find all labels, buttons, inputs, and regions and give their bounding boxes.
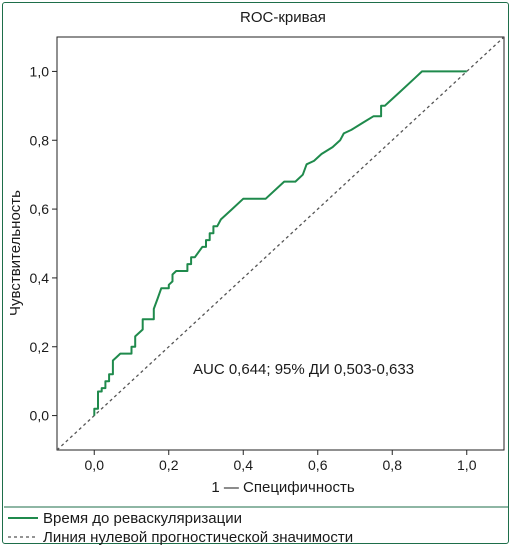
x-tick-label: 0,0	[85, 457, 105, 473]
y-tick-label: 0,2	[30, 339, 50, 355]
x-tick-label: 0,2	[159, 457, 179, 473]
y-tick-label: 0,8	[30, 132, 50, 148]
x-axis-label: 1 — Специфичность	[211, 479, 354, 496]
x-tick-label: 1,0	[457, 457, 477, 473]
legend-label: Линия нулевой прогностической значимости	[43, 529, 353, 546]
roc-curve-line	[93, 70, 467, 416]
y-tick-label: 0,6	[30, 201, 50, 217]
legend-label: Время до реваскуляризации	[43, 510, 242, 527]
x-tick-label: 0,6	[308, 457, 328, 473]
reference-diagonal-line	[57, 37, 504, 450]
plot-area-frame	[56, 36, 505, 451]
x-tick-label: 0,4	[234, 457, 254, 473]
y-axis-label: Чувствительность	[7, 190, 24, 316]
auc-annotation: AUC 0,644; 95% ДИ 0,503-0,633	[193, 361, 414, 378]
y-tick-label: 0,0	[30, 408, 50, 424]
y-tick-label: 1,0	[30, 63, 50, 79]
y-tick-label: 0,4	[30, 270, 50, 286]
x-tick-label: 0,8	[383, 457, 403, 473]
chart-title: ROC-кривая	[240, 9, 326, 26]
figure-border	[2, 2, 509, 544]
